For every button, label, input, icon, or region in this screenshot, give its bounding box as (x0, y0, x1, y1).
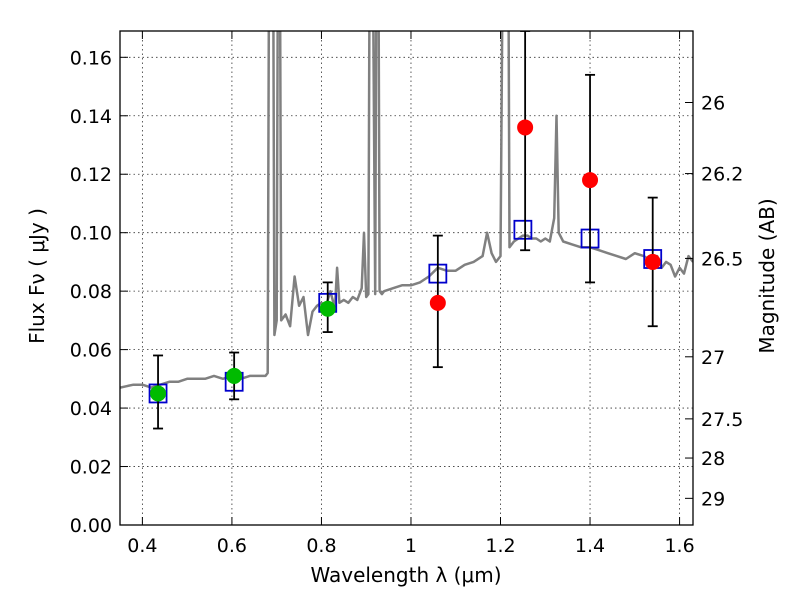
observed-flux-point (150, 385, 167, 402)
observed-flux-point (429, 294, 446, 311)
y-tick-label: 0.06 (70, 340, 112, 362)
spectrum-layer (120, 31, 693, 389)
y-tick-label: 0.00 (70, 515, 112, 537)
right-tick-label: 27 (701, 347, 725, 369)
right-tick-label: 28 (701, 448, 725, 470)
y-axis-title: Flux Fν ( μJy ) (25, 208, 49, 344)
observed-flux-point (226, 367, 243, 384)
observed-flux-point (319, 300, 336, 317)
right-tick-label: 26 (701, 92, 725, 114)
tick-layer: 0.4 0.6 0.8 1 1.2 1.4 1.6 0.00 0.02 0.04 0.06 0.08 0… (70, 31, 743, 557)
y-tick-label: 0.02 (70, 457, 112, 479)
grid (120, 31, 693, 526)
right-axis-title: Magnitude (AB) (755, 198, 779, 353)
right-tick-label: 29 (701, 488, 725, 510)
spectrum-line (120, 31, 693, 389)
x-axis-title: Wavelength λ (μm) (310, 563, 501, 587)
y-tick-label: 0.04 (70, 398, 112, 420)
x-tick-label: 1 (405, 535, 417, 557)
y-tick-label: 0.12 (70, 164, 112, 186)
observed-flux-point (582, 172, 599, 189)
right-tick-label: 26.2 (701, 164, 743, 186)
model-photometry-square (513, 219, 533, 240)
x-tick-label: 1.4 (575, 535, 605, 557)
marker-layer (148, 31, 663, 430)
x-tick-label: 1.2 (485, 535, 515, 557)
observed-flux-point (517, 119, 534, 136)
plot-frame (119, 30, 694, 526)
right-tick-label: 26.5 (701, 248, 743, 270)
x-tick-label: 0.8 (306, 535, 336, 557)
x-tick-label: 1.6 (664, 535, 694, 557)
right-tick-label: 27.5 (701, 409, 743, 431)
y-tick-label: 0.16 (70, 47, 112, 69)
observed-flux-point (644, 253, 661, 270)
y-tick-label: 0.14 (70, 106, 112, 128)
y-tick-label: 0.10 (70, 223, 112, 245)
x-tick-label: 0.4 (127, 535, 157, 557)
y-tick-label: 0.08 (70, 281, 112, 303)
x-tick-label: 0.6 (217, 535, 247, 557)
